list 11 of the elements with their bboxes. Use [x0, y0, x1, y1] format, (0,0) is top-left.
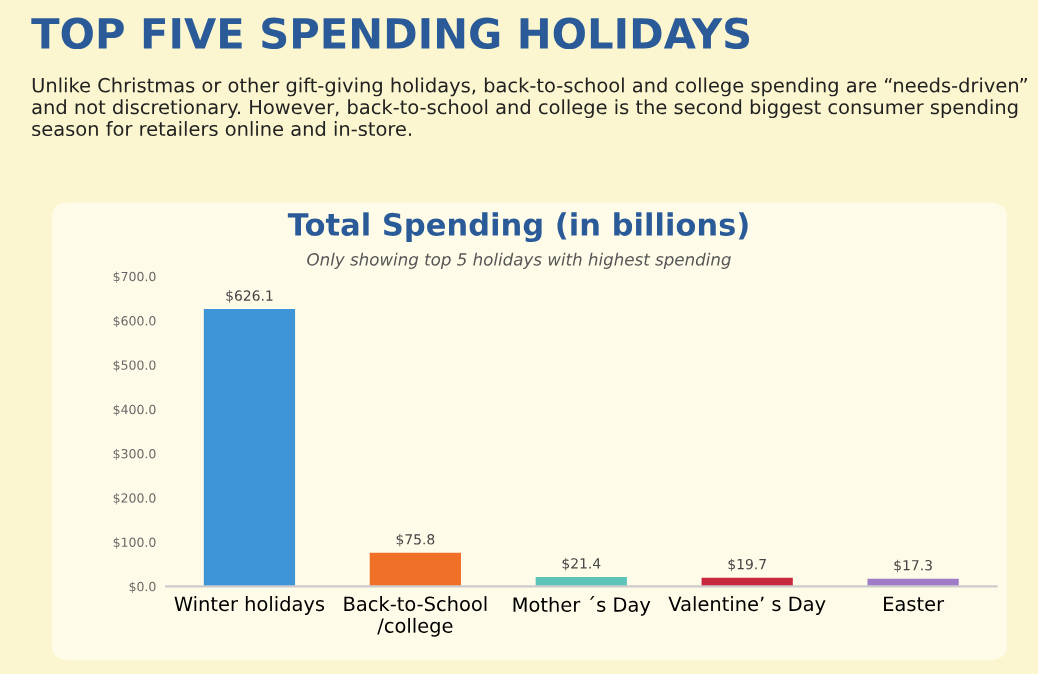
- x-tick-label: Mother ´s Day: [513, 596, 651, 616]
- bar: [369, 552, 461, 587]
- x-tick-label: Winter holidays: [174, 596, 325, 615]
- chart-title: Total Spending (in billions): [287, 212, 748, 243]
- x-tick-label: Easter: [884, 596, 945, 612]
- text: Unlike Christmas or other gift-giving holidays, back-to-school and college spending are “needs-driven” and not discretionary. However, back-to-school and college is the second biggest consumer spending season for retailers online and in-store.: [32, 77, 1027, 137]
- chart-subtitle: Only showing top 5 holidays with highest spending: [307, 252, 731, 269]
- x-tick-label: Back-to-School /college: [344, 596, 487, 637]
- x-tick-label: Valentine’ s Day: [668, 596, 826, 615]
- text: TOP FIVE SPENDING HOLIDAYS: [31, 17, 750, 50]
- bar: [203, 309, 296, 587]
